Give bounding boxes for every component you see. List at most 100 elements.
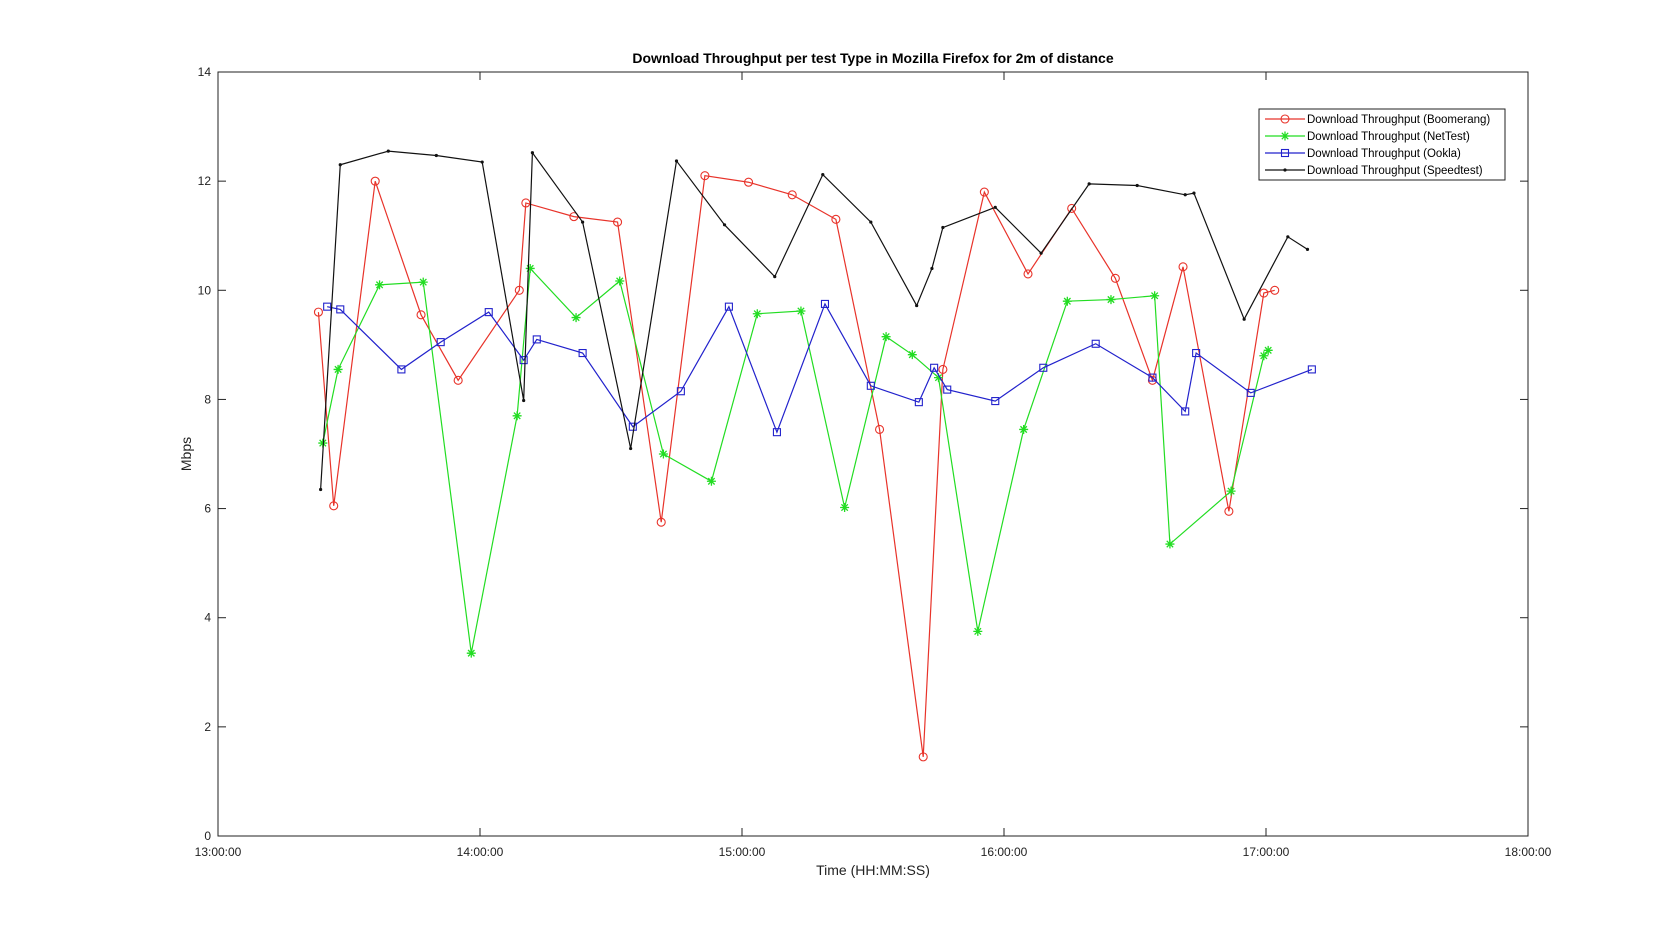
data-point — [930, 266, 934, 271]
data-point — [1019, 424, 1029, 434]
chart-title: Download Throughput per test Type in Moz… — [632, 50, 1113, 66]
data-point — [840, 502, 850, 512]
data-point — [436, 338, 445, 347]
data-point — [1178, 262, 1188, 272]
x-tick-label: 17:00:00 — [1243, 845, 1290, 859]
data-point — [1280, 131, 1290, 141]
x-tick-label: 15:00:00 — [719, 845, 766, 859]
data-point — [375, 280, 385, 290]
data-point — [676, 387, 685, 396]
data-point — [397, 365, 406, 374]
data-point — [1305, 247, 1310, 251]
data-point — [943, 385, 952, 394]
legend-item: Download Throughput (Boomerang) — [1265, 114, 1490, 126]
data-point — [656, 517, 666, 527]
data-point — [514, 285, 524, 295]
data-point — [569, 212, 579, 222]
data-point — [930, 363, 939, 372]
data-point — [1263, 345, 1273, 355]
x-tick-label: 18:00:00 — [1505, 845, 1552, 859]
data-point — [1286, 235, 1290, 239]
data-point — [914, 398, 923, 407]
data-point — [480, 160, 484, 164]
data-point — [1280, 114, 1290, 124]
data-point — [706, 476, 716, 486]
legend-label: Download Throughput (Boomerang) — [1307, 114, 1490, 126]
data-point — [484, 308, 493, 317]
data-point — [821, 172, 825, 177]
data-point — [1039, 251, 1043, 255]
data-point — [578, 348, 587, 358]
legend-label: Download Throughput (NetTest) — [1307, 131, 1470, 143]
data-point — [386, 149, 390, 153]
data-point — [658, 449, 668, 459]
data-point — [1224, 506, 1234, 516]
series-line — [317, 175, 1275, 757]
data-point — [934, 373, 943, 383]
data-point — [1165, 539, 1175, 549]
data-point — [323, 302, 332, 311]
legend: Download Throughput (Boomerang) Download … — [1258, 108, 1506, 181]
data-point — [915, 303, 919, 308]
data-point — [615, 276, 625, 286]
data-point — [416, 310, 426, 320]
legend-item: Download Throughput (Speedtest) — [1265, 165, 1483, 177]
data-point — [370, 176, 380, 186]
series-layer — [313, 149, 1316, 762]
data-point — [512, 411, 522, 421]
data-point — [1270, 285, 1280, 295]
series-circle — [313, 171, 1280, 762]
data-point — [993, 205, 997, 209]
data-point — [973, 626, 983, 636]
data-point — [866, 381, 875, 390]
data-point — [466, 648, 476, 658]
data-point — [522, 398, 526, 403]
data-point — [1023, 269, 1033, 279]
series-line — [320, 150, 1308, 490]
data-point — [581, 220, 585, 224]
legend-label: Download Throughput (Ookla) — [1307, 148, 1461, 160]
series-asterisk — [318, 263, 1273, 658]
data-point — [1150, 291, 1160, 301]
data-point — [1091, 339, 1100, 348]
data-point — [874, 424, 885, 434]
data-point — [1148, 373, 1157, 382]
data-point — [991, 397, 1000, 406]
data-point — [530, 151, 535, 155]
data-point — [333, 364, 343, 374]
data-point — [1183, 193, 1187, 197]
data-point — [918, 752, 928, 762]
data-point — [1259, 351, 1269, 361]
data-point — [674, 159, 679, 163]
data-point — [329, 501, 339, 511]
y-tick-label: 6 — [204, 502, 211, 516]
data-point — [1181, 407, 1190, 416]
data-point — [1087, 182, 1091, 186]
axis-ticks: 13:00:00 14:00:00 15:00:00 16:00:00 17:00:00… — [195, 65, 1552, 859]
y-axis-label: Mbps — [178, 437, 194, 471]
series-dot — [319, 149, 1310, 492]
data-point — [319, 487, 323, 492]
data-point — [1062, 296, 1072, 306]
data-point — [979, 187, 989, 197]
x-tick-label: 13:00:00 — [195, 845, 242, 859]
y-tick-label: 12 — [198, 174, 212, 188]
x-tick-label: 16:00:00 — [981, 845, 1028, 859]
data-point — [752, 309, 762, 319]
y-tick-label: 10 — [198, 283, 212, 297]
data-point — [1039, 363, 1048, 372]
data-point — [881, 332, 891, 342]
data-point — [938, 364, 948, 374]
series-line — [327, 302, 1313, 434]
series-square — [323, 299, 1316, 437]
data-point — [700, 171, 710, 181]
data-point — [869, 220, 873, 224]
y-tick-label: 8 — [204, 392, 211, 406]
data-point — [1283, 168, 1287, 172]
data-point — [521, 198, 531, 208]
data-point — [772, 428, 781, 437]
data-point — [336, 305, 345, 314]
data-point — [1280, 148, 1290, 158]
data-point — [820, 299, 830, 308]
